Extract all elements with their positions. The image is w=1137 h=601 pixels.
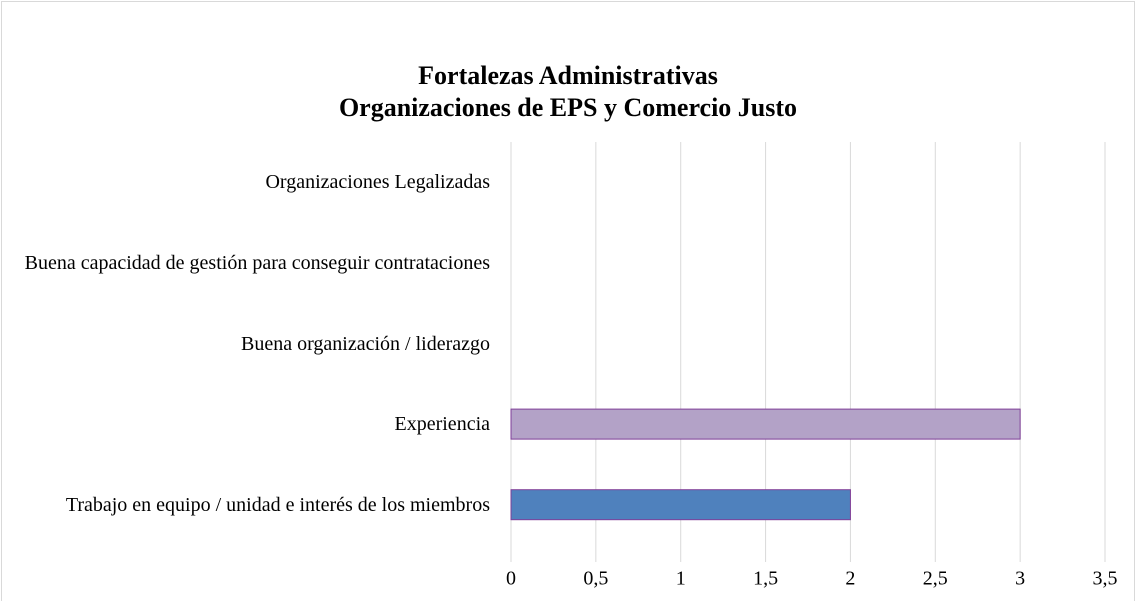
chart-title: Organizaciones de EPS y Comercio Justo (339, 93, 797, 122)
x-tick-label: 3,5 (1093, 568, 1118, 590)
y-tick-label: Buena organización / liderazgo (241, 332, 490, 355)
bar (510, 489, 851, 521)
x-tick-label: 1 (676, 568, 686, 590)
x-tick-label: 2,5 (923, 568, 948, 590)
y-tick-label: Organizaciones Legalizadas (265, 171, 490, 194)
x-tick-label: 2 (845, 568, 855, 590)
y-tick-label: Trabajo en equipo / unidad e interés de … (65, 493, 490, 516)
x-tick-label: 0,5 (583, 568, 608, 590)
chart-title: Fortalezas Administrativas (418, 61, 718, 90)
x-tick-label: 1,5 (753, 568, 778, 590)
x-tick-label: 3 (1015, 568, 1025, 590)
x-tick-label: 0 (506, 568, 516, 590)
y-tick-label: Buena capacidad de gestión para consegui… (24, 251, 490, 274)
bar (510, 408, 1021, 440)
y-tick-label: Experiencia (394, 413, 491, 436)
